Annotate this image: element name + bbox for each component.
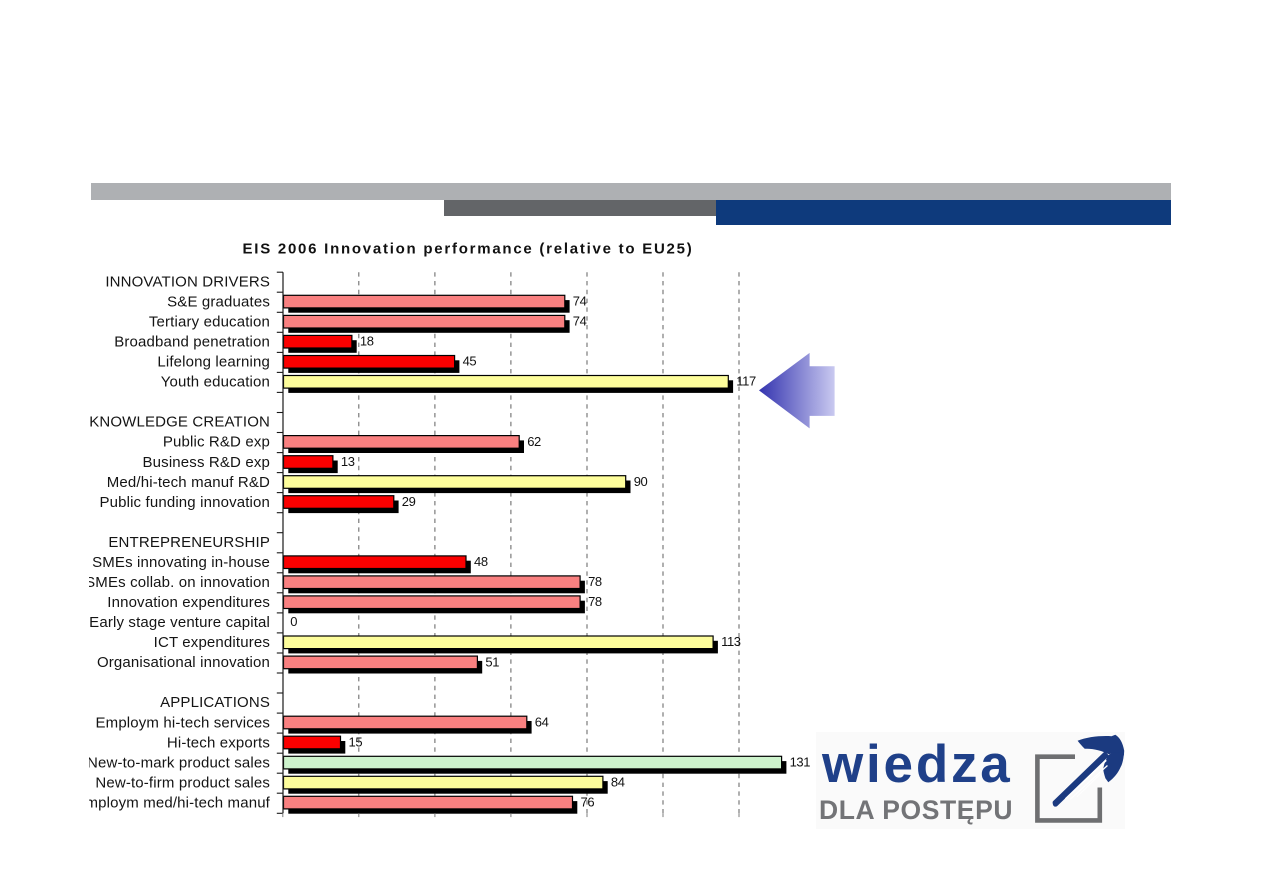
svg-text:18: 18 bbox=[360, 334, 374, 349]
svg-text:EIS 2006 Innovation performanc: EIS 2006 Innovation performance (relativ… bbox=[243, 240, 694, 257]
svg-text:131: 131 bbox=[790, 755, 811, 770]
svg-text:Employm hi-tech services: Employm hi-tech services bbox=[96, 714, 270, 731]
svg-text:ENTREPRENEURSHIP: ENTREPRENEURSHIP bbox=[108, 534, 270, 551]
svg-text:117: 117 bbox=[736, 374, 756, 389]
svg-text:62: 62 bbox=[527, 434, 541, 449]
svg-text:Hi-tech exports: Hi-tech exports bbox=[167, 734, 270, 751]
svg-text:ICT expenditures: ICT expenditures bbox=[154, 634, 270, 651]
svg-text:SMEs collab. on innovation: SMEs collab. on innovation bbox=[85, 574, 270, 591]
svg-text:Public funding innovation: Public funding innovation bbox=[99, 494, 270, 511]
svg-text:13: 13 bbox=[341, 454, 355, 469]
svg-text:29: 29 bbox=[402, 494, 416, 509]
svg-text:Med/hi-tech manuf R&D: Med/hi-tech manuf R&D bbox=[107, 474, 270, 491]
svg-text:Organisational innovation: Organisational innovation bbox=[97, 654, 270, 671]
svg-text:SMEs innovating in-house: SMEs innovating in-house bbox=[92, 554, 270, 571]
svg-text:15: 15 bbox=[349, 734, 363, 749]
svg-text:INNOVATION DRIVERS: INNOVATION DRIVERS bbox=[105, 273, 270, 290]
svg-text:51: 51 bbox=[485, 654, 499, 669]
svg-text:78: 78 bbox=[588, 574, 602, 589]
svg-text:78: 78 bbox=[588, 594, 602, 609]
svg-text:64: 64 bbox=[535, 714, 549, 729]
svg-text:113: 113 bbox=[721, 634, 741, 649]
svg-text:New-to-firm product sales: New-to-firm product sales bbox=[95, 774, 270, 791]
svg-text:KNOWLEDGE CREATION: KNOWLEDGE CREATION bbox=[89, 414, 270, 431]
svg-text:Lifelong learning: Lifelong learning bbox=[157, 354, 270, 371]
svg-text:Early stage venture capital: Early stage venture capital bbox=[89, 614, 270, 631]
svg-text:APPLICATIONS: APPLICATIONS bbox=[160, 694, 270, 711]
svg-text:0: 0 bbox=[290, 614, 297, 629]
svg-text:48: 48 bbox=[474, 554, 488, 569]
svg-text:90: 90 bbox=[634, 474, 648, 489]
svg-text:74: 74 bbox=[573, 314, 587, 329]
svg-text:Business R&D exp: Business R&D exp bbox=[143, 454, 270, 471]
svg-text:45: 45 bbox=[463, 354, 477, 369]
svg-text:Innovation expenditures: Innovation expenditures bbox=[107, 594, 270, 611]
svg-text:84: 84 bbox=[611, 775, 625, 790]
svg-text:New-to-mark product sales: New-to-mark product sales bbox=[87, 754, 270, 771]
svg-text:Tertiary education: Tertiary education bbox=[149, 314, 270, 331]
svg-text:74: 74 bbox=[573, 294, 587, 309]
svg-text:Youth education: Youth education bbox=[161, 374, 270, 391]
svg-text:76: 76 bbox=[581, 795, 595, 810]
svg-text:Employm med/hi-tech manuf: Employm med/hi-tech manuf bbox=[75, 794, 270, 811]
svg-text:Public R&D exp: Public R&D exp bbox=[163, 434, 270, 451]
svg-text:S&E graduates: S&E graduates bbox=[167, 293, 270, 310]
svg-text:Broadband penetration: Broadband penetration bbox=[114, 334, 270, 351]
